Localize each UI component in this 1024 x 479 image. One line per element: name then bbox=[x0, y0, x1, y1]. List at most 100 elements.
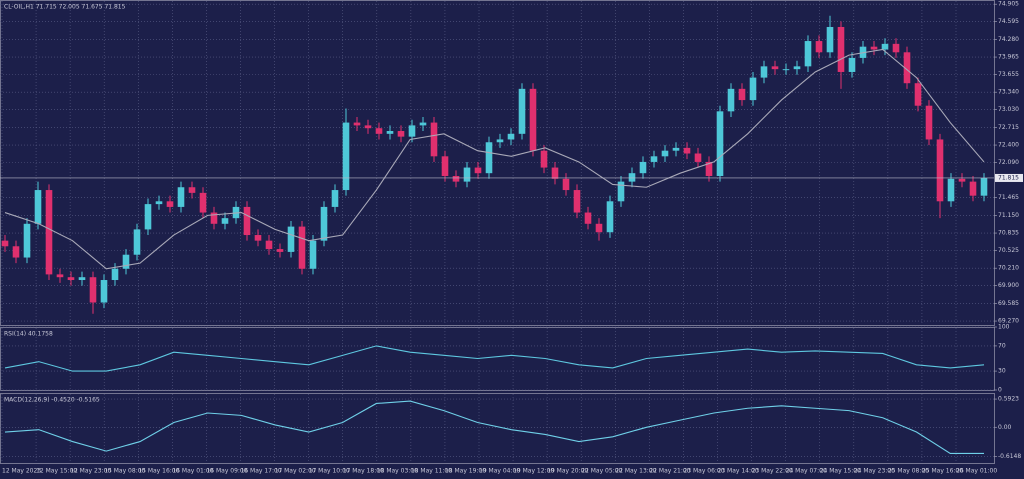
y-tick-label: 72.400 bbox=[998, 142, 1019, 149]
x-tick-label: 17 May 10:00 bbox=[309, 468, 350, 475]
candle-body bbox=[870, 46, 878, 50]
candle-body bbox=[254, 235, 262, 241]
candle-body bbox=[12, 246, 20, 258]
y-tick-label: 72.715 bbox=[998, 124, 1019, 131]
candle-body bbox=[881, 43, 889, 50]
candle-body bbox=[144, 204, 152, 230]
x-tick-label: 12 May 15:00 bbox=[36, 468, 77, 475]
candle-body bbox=[925, 105, 933, 140]
candle-body bbox=[397, 131, 405, 137]
x-tick-label: 24 May 15:00 bbox=[820, 468, 861, 475]
candle-body bbox=[419, 122, 427, 126]
candle-body bbox=[100, 280, 108, 303]
candle-body bbox=[1, 240, 9, 247]
candle-body bbox=[892, 43, 900, 53]
candle-body bbox=[936, 139, 944, 202]
candle-body bbox=[298, 226, 306, 269]
candle-body bbox=[694, 153, 702, 162]
x-tick-label: 22 May 05:00 bbox=[581, 468, 622, 475]
candle-body bbox=[793, 66, 801, 70]
panel-frame bbox=[0, 0, 995, 326]
candle-body bbox=[276, 249, 284, 252]
candle-body bbox=[320, 206, 328, 241]
candle-body bbox=[199, 192, 207, 213]
candle-body bbox=[452, 175, 460, 182]
candle-body bbox=[947, 178, 955, 202]
candle-body bbox=[89, 277, 97, 303]
panel-title: RSI(14) 40.1758 bbox=[4, 331, 53, 338]
candle-body bbox=[804, 41, 812, 67]
x-tick-label: 16 May 09:00 bbox=[206, 468, 247, 475]
candle-body bbox=[177, 187, 185, 207]
candle-body bbox=[980, 177, 988, 196]
candle-body bbox=[45, 190, 53, 275]
candle-body bbox=[342, 122, 350, 191]
candle-body bbox=[364, 125, 372, 129]
candle-body bbox=[628, 173, 636, 182]
candle-body bbox=[23, 223, 31, 258]
candle-body bbox=[386, 131, 394, 134]
x-tick-label: 23 May 06:00 bbox=[683, 468, 724, 475]
y-tick-label: 0.00 bbox=[998, 424, 1012, 431]
candle-body bbox=[78, 277, 86, 281]
candle-body bbox=[353, 122, 361, 126]
x-tick-label: 24 May 23:00 bbox=[854, 468, 895, 475]
candle-body bbox=[540, 150, 548, 168]
x-tick-label: 12 May 23:00 bbox=[70, 468, 111, 475]
x-tick-label: 15 May 16:00 bbox=[138, 468, 179, 475]
candle-body bbox=[738, 88, 746, 101]
y-tick-label: 100 bbox=[998, 324, 1010, 331]
candle-body bbox=[782, 69, 790, 71]
indicator-line bbox=[4, 48, 985, 270]
candle-body bbox=[122, 254, 130, 269]
candle-body bbox=[529, 88, 537, 151]
y-tick-label: 69.900 bbox=[998, 282, 1019, 289]
candle-body bbox=[606, 201, 614, 233]
panel-frame bbox=[0, 327, 995, 391]
x-tick-label: 16 May 01:00 bbox=[172, 468, 213, 475]
y-tick-label: 0 bbox=[998, 387, 1002, 394]
y-tick-label: 30 bbox=[998, 368, 1006, 375]
y-tick-label: 69.585 bbox=[998, 300, 1019, 307]
candle-body bbox=[705, 161, 713, 176]
last-price-box bbox=[995, 173, 1023, 182]
y-tick-label: 71.150 bbox=[998, 212, 1019, 219]
candle-body bbox=[430, 122, 438, 157]
candle-body bbox=[837, 26, 845, 72]
x-tick-label: 26 May 01:00 bbox=[956, 468, 997, 475]
y-tick-label: 74.595 bbox=[998, 18, 1019, 25]
candle-body bbox=[650, 156, 658, 162]
candle-body bbox=[67, 277, 75, 281]
candle-body bbox=[518, 88, 526, 134]
x-tick-label: 17 May 02:00 bbox=[275, 468, 316, 475]
x-tick-label: 18 May 11:00 bbox=[411, 468, 452, 475]
candle-body bbox=[672, 147, 680, 151]
candle-body bbox=[474, 167, 482, 174]
panel-frame bbox=[0, 393, 995, 464]
candle-body bbox=[265, 240, 273, 250]
candle-body bbox=[441, 156, 449, 176]
candle-body bbox=[760, 66, 768, 78]
candle-body bbox=[210, 212, 218, 224]
y-tick-label: 73.965 bbox=[998, 54, 1019, 61]
x-tick-label: 19 May 12:00 bbox=[513, 468, 554, 475]
x-tick-label: 24 May 07:00 bbox=[786, 468, 827, 475]
x-tick-label: 17 May 18:00 bbox=[343, 468, 384, 475]
candle-body bbox=[903, 52, 911, 84]
y-tick-label: 70.210 bbox=[998, 265, 1019, 272]
candle-body bbox=[463, 167, 471, 182]
y-tick-label: 0.5923 bbox=[998, 396, 1019, 403]
candle-body bbox=[716, 111, 724, 176]
candle-body bbox=[408, 125, 416, 137]
y-tick-label: 73.655 bbox=[998, 71, 1019, 78]
x-tick-label: 23 May 22:00 bbox=[752, 468, 793, 475]
y-tick-label: 74.905 bbox=[998, 1, 1019, 8]
candle-body bbox=[749, 77, 757, 101]
candle-body bbox=[243, 206, 251, 236]
candle-body bbox=[496, 139, 504, 143]
y-tick-label: 73.340 bbox=[998, 89, 1019, 96]
candle-body bbox=[826, 26, 834, 53]
candle-body bbox=[595, 223, 603, 233]
x-tick-label: 19 May 04:00 bbox=[479, 468, 520, 475]
y-tick-label: 74.280 bbox=[998, 36, 1019, 43]
